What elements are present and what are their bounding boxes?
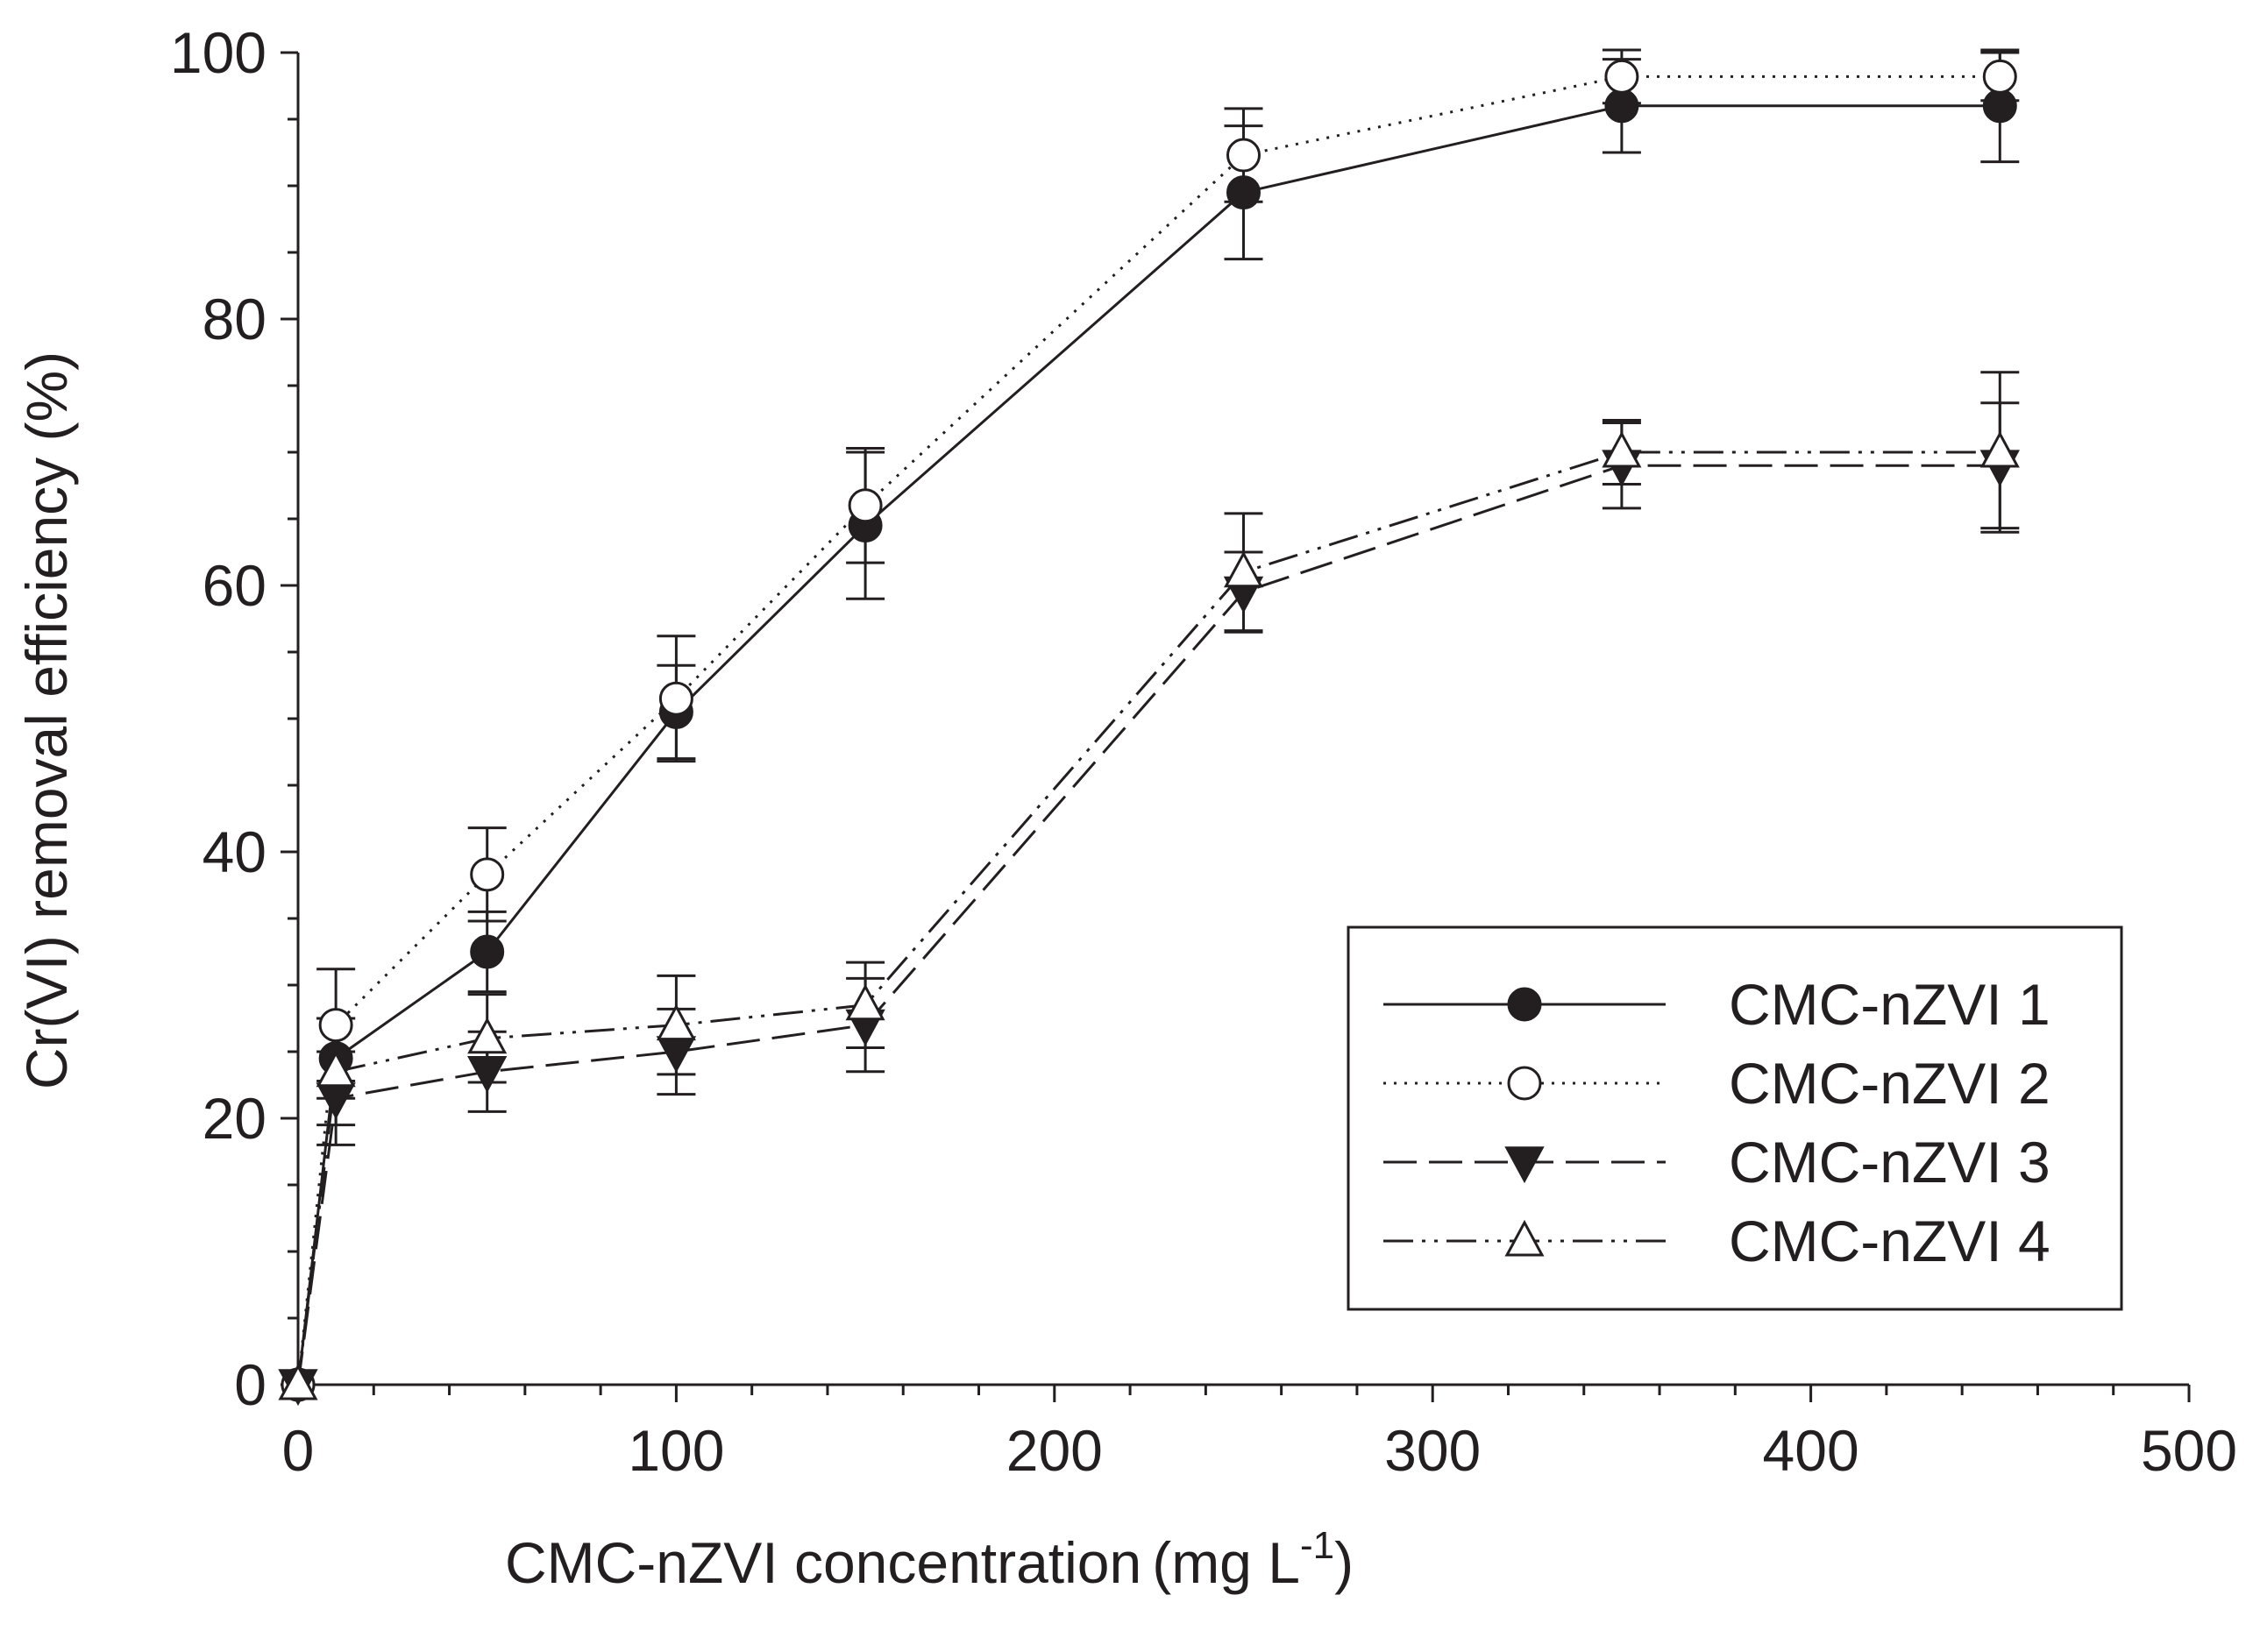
x-tick-label: 100 — [628, 1418, 724, 1483]
cmc-nzvi-4-line — [296, 450, 2001, 1386]
x-tick-label: 300 — [1384, 1418, 1481, 1483]
legend-cmc-nzvi-1-label: CMC-nZVI 1 — [1729, 972, 2050, 1037]
legend-cmc-nzvi-2-label: CMC-nZVI 2 — [1729, 1051, 2050, 1116]
cmc-nzvi-2-point — [1604, 59, 1639, 94]
y-tick-label: 100 — [170, 20, 267, 85]
cmc-nzvi-4-point — [1223, 550, 1264, 588]
legend-cmc-nzvi-3-label: CMC-nZVI 3 — [1729, 1130, 2050, 1195]
axes: 0 100 200 300 400 500 0 20 40 60 80 100 — [170, 20, 2237, 1483]
y-tick-label: 80 — [203, 287, 267, 351]
cmc-nzvi-2-point — [318, 1008, 353, 1043]
y-tick-label: 60 — [203, 553, 267, 618]
y-tick-label: 20 — [203, 1086, 267, 1151]
cmc-nzvi-4-point — [316, 1050, 356, 1088]
cmc-nzvi-2-point — [848, 488, 883, 523]
legend-cmc-nzvi-3-marker — [1504, 1146, 1545, 1184]
x-tick-label: 200 — [1006, 1418, 1103, 1483]
cmc-nzvi-4-point — [467, 1017, 508, 1054]
cmc-nzvi-2-point — [658, 681, 693, 716]
legend-cmc-nzvi-4-marker — [1504, 1219, 1545, 1257]
y-tick-label: 40 — [203, 819, 267, 884]
x-tick-label: 400 — [1763, 1418, 1859, 1483]
cmc-nzvi-4-point — [278, 1363, 318, 1400]
x-axis-title-unit-close: ) — [1334, 1530, 1354, 1595]
cmc-nzvi-1-line — [296, 104, 2001, 1386]
cmc-nzvi-3-point — [467, 1056, 508, 1093]
legend: CMC-nZVI 1 CMC-nZVI 2 CMC-nZVI 3 CMC-nZVI 4 — [1347, 925, 2123, 1311]
legend-box — [1347, 925, 2123, 1311]
cmc-nzvi-2-point — [1982, 59, 2017, 94]
legend-cmc-nzvi-1-marker — [1507, 987, 1542, 1022]
cmc-nzvi-4-point — [1602, 430, 1642, 468]
legend-cmc-nzvi-2-marker — [1507, 1066, 1542, 1101]
cmc-nzvi-1-point — [1982, 89, 2017, 124]
data-markers — [278, 59, 2020, 1407]
cmc-nzvi-2-line — [296, 74, 2001, 1386]
x-axis-title-unit-exponent: -1 — [1300, 1524, 1334, 1567]
cmc-nzvi-1-point — [1604, 89, 1639, 124]
cmc-nzvi-4-point — [656, 1003, 696, 1041]
cmc-nzvi-4-point — [845, 983, 885, 1021]
series-lines — [296, 74, 2001, 1386]
x-tick-label: 0 — [282, 1418, 315, 1483]
x-axis-title: CMC-nZVI concentration (mg L-1) — [505, 1524, 1354, 1595]
legend-cmc-nzvi-4-label: CMC-nZVI 4 — [1729, 1209, 2050, 1273]
x-axis-title-main: CMC-nZVI concentration — [505, 1530, 1141, 1595]
cmc-nzvi-2-point — [1226, 138, 1261, 173]
cmc-nzvi-1-point — [470, 934, 505, 969]
cmc-nzvi-1-point — [1226, 175, 1261, 210]
y-tick-label: 0 — [234, 1352, 267, 1417]
cmc-nzvi-4-point — [1979, 430, 2020, 468]
y-axis-title: Cr(VI) removal efficiency (%) — [14, 351, 79, 1089]
x-axis-title-unit: (mg L — [1152, 1530, 1300, 1595]
cmc-nzvi-2-point — [470, 857, 505, 892]
x-tick-label: 500 — [2141, 1418, 2237, 1483]
